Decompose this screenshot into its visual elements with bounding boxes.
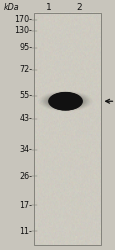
Text: 17-: 17- (19, 200, 32, 209)
Ellipse shape (49, 92, 80, 110)
Ellipse shape (55, 94, 75, 108)
Text: 43-: 43- (19, 114, 32, 123)
Ellipse shape (45, 94, 85, 109)
Text: kDa: kDa (3, 4, 19, 13)
Text: 26-: 26- (19, 172, 32, 181)
Ellipse shape (52, 94, 78, 109)
Text: 34-: 34- (19, 146, 32, 154)
Text: 95-: 95- (19, 43, 32, 52)
Ellipse shape (49, 92, 81, 110)
Ellipse shape (55, 94, 75, 108)
Ellipse shape (48, 95, 82, 108)
Ellipse shape (53, 94, 77, 109)
Text: 170-: 170- (14, 16, 32, 24)
Ellipse shape (56, 94, 74, 108)
Text: 72-: 72- (19, 66, 32, 74)
Ellipse shape (44, 93, 86, 110)
Text: 130-: 130- (14, 26, 32, 35)
Ellipse shape (48, 92, 82, 110)
Ellipse shape (52, 93, 78, 109)
Ellipse shape (60, 96, 70, 107)
Ellipse shape (59, 96, 71, 107)
Ellipse shape (50, 93, 80, 110)
Ellipse shape (46, 94, 84, 108)
Bar (34, 12, 100, 245)
Ellipse shape (48, 92, 82, 110)
Text: 2: 2 (75, 4, 81, 13)
Ellipse shape (51, 93, 79, 110)
Text: 1: 1 (45, 4, 51, 13)
Ellipse shape (58, 95, 72, 107)
Ellipse shape (42, 92, 88, 110)
Text: 55-: 55- (19, 91, 32, 100)
Ellipse shape (57, 95, 73, 108)
Ellipse shape (58, 96, 72, 107)
Ellipse shape (41, 92, 89, 110)
Ellipse shape (54, 94, 76, 108)
Ellipse shape (57, 95, 73, 108)
Text: 11-: 11- (19, 227, 32, 236)
Ellipse shape (54, 94, 76, 109)
Ellipse shape (51, 93, 79, 110)
Ellipse shape (60, 96, 70, 106)
